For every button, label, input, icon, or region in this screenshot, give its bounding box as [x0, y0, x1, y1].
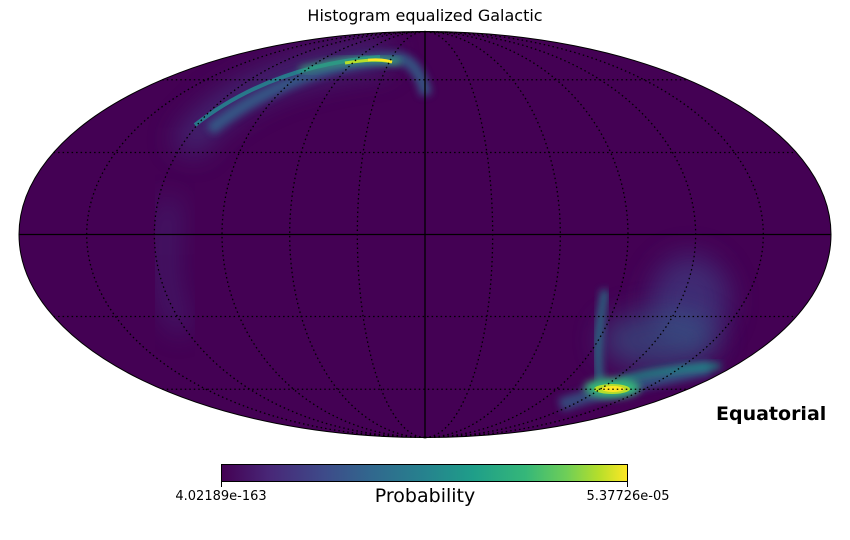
map-outline	[18, 31, 832, 438]
colorbar-min-tick	[221, 482, 222, 487]
colorbar-max-tick	[627, 482, 628, 487]
coordinate-system-label: Equatorial	[716, 403, 827, 425]
meridian-line	[424, 30, 561, 439]
chart-title: Histogram equalized Galactic	[307, 6, 543, 25]
colorbar-max-label: 5.37726e-05	[586, 489, 670, 504]
colorbar	[221, 464, 628, 482]
central-axes	[19, 31, 831, 438]
colorbar-min-label: 4.02189e-163	[175, 489, 267, 504]
meridian-line	[86, 30, 426, 439]
southern-plume-feature	[557, 255, 730, 412]
meridian-line	[289, 30, 426, 439]
northern-arc-feature	[156, 41, 432, 337]
colorbar-label: Probability	[374, 485, 476, 507]
